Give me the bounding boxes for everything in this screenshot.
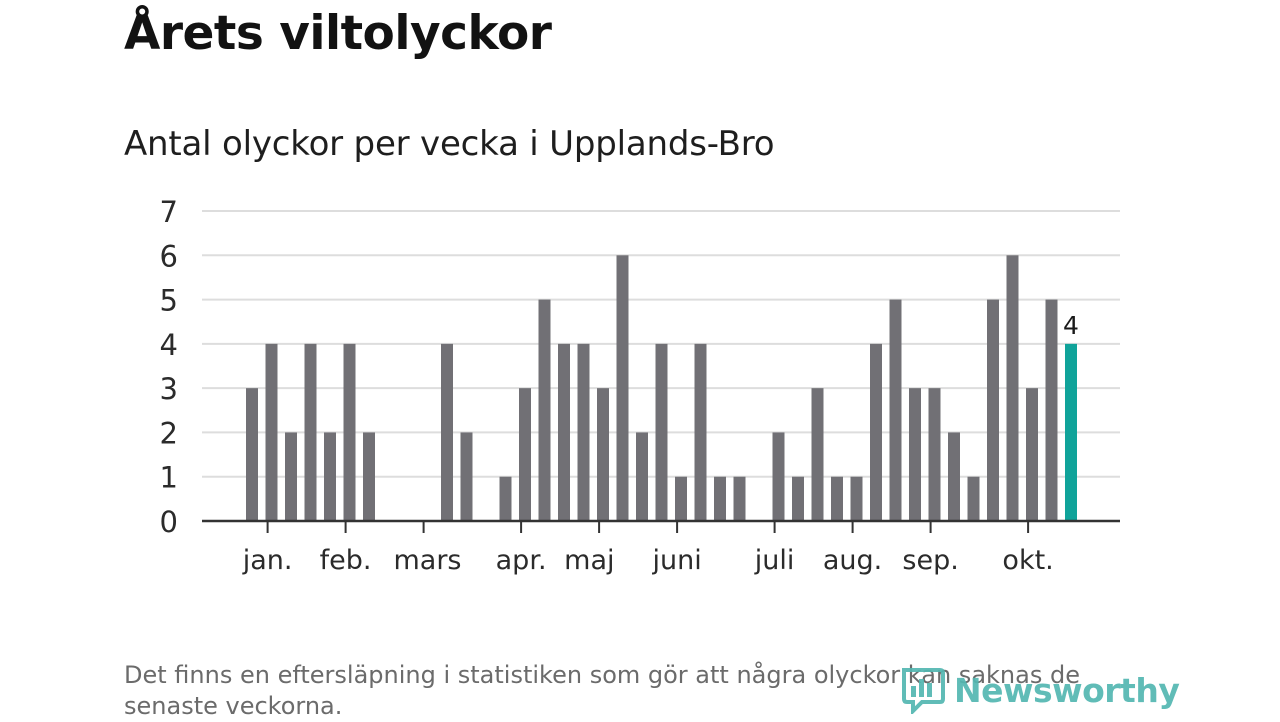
y-axis-ticks: 0 1 2 3 4 5 6 7: [160, 195, 178, 539]
y-tick-label: 2: [160, 416, 178, 450]
y-tick-label: 0: [160, 505, 178, 539]
bar: [889, 299, 902, 521]
bar: [675, 476, 687, 521]
bar: [304, 343, 317, 521]
bar: [441, 343, 453, 521]
bar: [285, 432, 297, 521]
x-tick-label: mars: [393, 545, 461, 576]
x-tick-label: juni: [651, 545, 701, 576]
bar: [909, 388, 921, 521]
bar-highlight: [1065, 343, 1077, 521]
bar: [265, 343, 278, 521]
bar: [636, 432, 648, 521]
x-tick-label: maj: [564, 545, 614, 576]
bar: [733, 476, 746, 521]
brand-name: Newsworthy: [954, 670, 1180, 710]
bar: [519, 388, 531, 521]
bars: [246, 255, 1077, 522]
bar: [655, 343, 668, 521]
chart-title: Årets viltolyckor: [124, 6, 552, 61]
chart-subtitle: Antal olyckor per vecka i Upplands-Bro: [124, 124, 775, 164]
x-tick-label: sep.: [902, 545, 958, 576]
newsworthy-chart-icon: [902, 668, 945, 714]
bar: [460, 432, 473, 521]
bar: [538, 299, 551, 521]
bar: [850, 476, 863, 521]
bar: [324, 432, 336, 521]
y-tick-label: 4: [160, 328, 178, 362]
bar: [1026, 388, 1038, 521]
bar: [811, 388, 824, 521]
bar: [928, 388, 941, 521]
y-tick-label: 7: [160, 195, 178, 229]
bar: [616, 255, 629, 522]
bar: [499, 476, 512, 521]
bar: [792, 476, 804, 521]
bar: [1045, 299, 1058, 521]
data-labels: 4: [1063, 311, 1079, 340]
bar: [772, 432, 785, 521]
bar: [948, 432, 960, 521]
bar: [577, 343, 590, 521]
x-tick-label: jan.: [242, 545, 293, 576]
x-axis: jan. feb. mars apr. maj juni juli aug. sep. okt.: [202, 519, 1120, 576]
x-tick-label: apr.: [496, 545, 547, 576]
y-tick-label: 5: [160, 284, 178, 318]
x-tick-label: feb.: [320, 545, 372, 576]
x-tick-label: juli: [754, 545, 795, 576]
bar: [597, 388, 609, 521]
y-tick-label: 6: [160, 239, 178, 273]
brand-logo: Newsworthy: [900, 666, 1180, 714]
bar: [558, 343, 570, 521]
y-tick-label: 3: [160, 372, 178, 406]
bar: [831, 476, 843, 521]
bar: [363, 432, 375, 521]
x-tick-label: okt.: [1002, 545, 1053, 576]
y-tick-label: 1: [160, 461, 178, 495]
highlight-value-label: 4: [1063, 311, 1079, 340]
x-tick-label: aug.: [823, 545, 882, 576]
bar-chart: 0 1 2 3 4 5 6 7 jan. feb. mars apr. maj juni juli aug.…: [160, 195, 1120, 576]
bar: [870, 343, 882, 521]
bar: [987, 299, 999, 521]
bar: [967, 476, 980, 521]
bar: [343, 343, 356, 521]
bar: [714, 476, 726, 521]
bar: [246, 388, 258, 521]
bar: [694, 343, 707, 521]
bar: [1006, 255, 1019, 522]
